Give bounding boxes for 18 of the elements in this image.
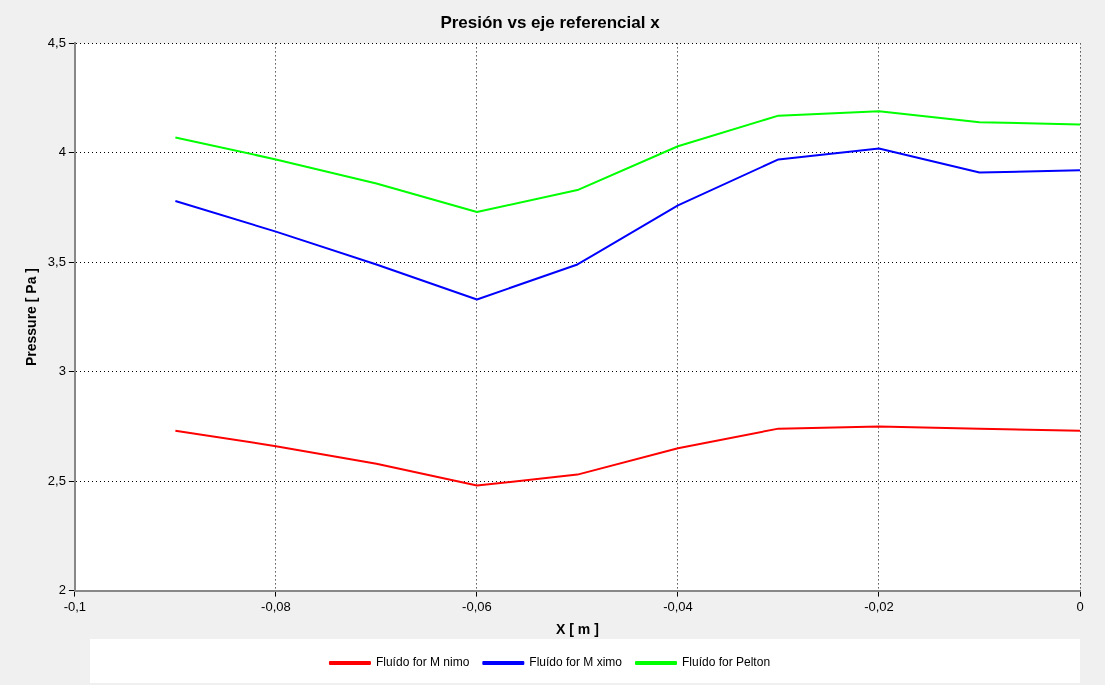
legend-label: Fluído for Pelton — [682, 655, 771, 670]
y-tick-label: 4 — [58, 144, 66, 160]
x-axis-title: X [ m ] — [556, 621, 599, 638]
legend-label: Fluído for M ximo — [529, 655, 623, 670]
y-tick-label: 3 — [58, 363, 66, 379]
y-tick-label: 2,5 — [47, 472, 66, 488]
legend-label: Fluído for M nimo — [375, 655, 470, 670]
y-tick-label: 4,5 — [47, 34, 66, 50]
x-tick-label: -0,06 — [462, 598, 492, 614]
y-axis-title: Pressure [ Pa ] — [23, 267, 40, 367]
x-tick-label: -0,08 — [261, 598, 291, 614]
x-tick-label: -0,1 — [63, 598, 87, 614]
x-tick-label: 0 — [1076, 598, 1084, 614]
y-tick-label: 2 — [58, 582, 66, 598]
chart-title: Presión vs eje referencial x — [440, 12, 661, 32]
y-tick-label: 3,5 — [47, 253, 66, 269]
x-tick-label: -0,02 — [864, 598, 894, 614]
x-tick-label: -0,04 — [663, 598, 693, 614]
